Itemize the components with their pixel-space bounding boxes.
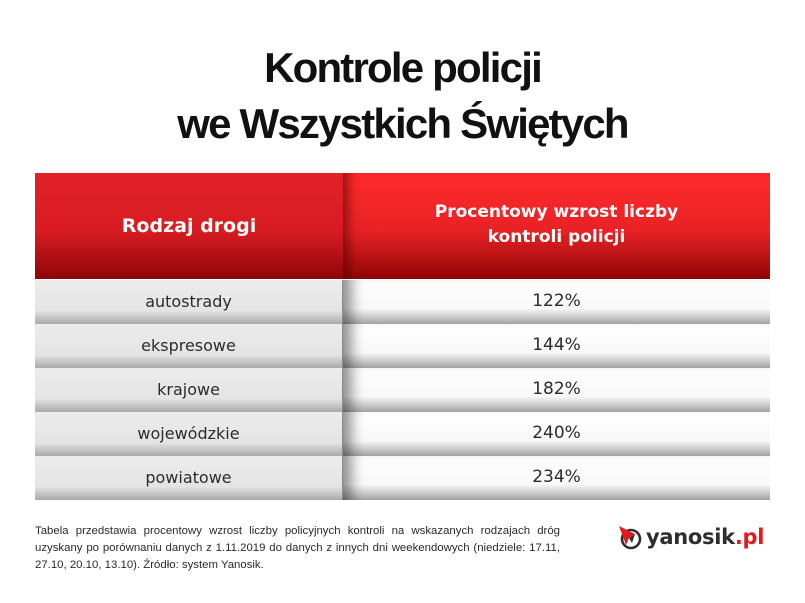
header-road-type: Rodzaj drogi: [35, 173, 343, 279]
footnote: Tabela przedstawia procentowy wzrost lic…: [35, 525, 560, 571]
cell-increase: 182%: [343, 368, 770, 412]
table-row: ekspresowe 144%: [35, 324, 770, 368]
page-title: Kontrole policji we Wszystkich Świętych: [0, 40, 805, 152]
logo-name: yanosik: [646, 525, 735, 549]
cell-increase: 122%: [343, 280, 770, 324]
cell-road-type: wojewódzkie: [35, 412, 343, 456]
table-row: powiatowe 234%: [35, 456, 770, 500]
cell-road-type: powiatowe: [35, 456, 343, 500]
header-increase-label: Procentowy wzrost liczby kontroli policj…: [434, 202, 679, 247]
cell-increase: 240%: [343, 412, 770, 456]
table-row: autostrady 122%: [35, 280, 770, 324]
title-line-1: Kontrole policji: [264, 44, 543, 91]
logo-tld: .pl: [734, 525, 765, 549]
compass-arrow-icon: [617, 524, 643, 550]
table-row: wojewódzkie 240%: [35, 412, 770, 456]
data-table: Rodzaj drogi Procentowy wzrost liczby ko…: [35, 173, 770, 500]
cell-road-type: krajowe: [35, 368, 343, 412]
cell-road-type: ekspresowe: [35, 324, 343, 368]
table-header: Rodzaj drogi Procentowy wzrost liczby ko…: [35, 173, 770, 279]
yanosik-logo: yanosik.pl: [617, 523, 764, 551]
cell-increase: 144%: [343, 324, 770, 368]
header-increase: Procentowy wzrost liczby kontroli policj…: [343, 173, 770, 279]
cell-increase: 234%: [343, 456, 770, 500]
title-line-2: we Wszystkich Świętych: [177, 100, 629, 147]
logo-text: yanosik.pl: [646, 525, 764, 549]
table-row: krajowe 182%: [35, 368, 770, 412]
cell-road-type: autostrady: [35, 280, 343, 324]
